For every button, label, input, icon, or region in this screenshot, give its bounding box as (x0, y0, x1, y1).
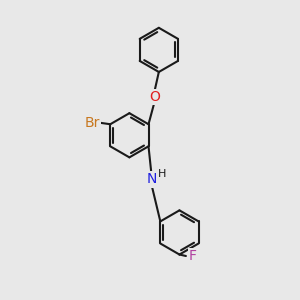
Text: H: H (158, 169, 166, 179)
Text: O: O (149, 90, 160, 104)
Text: Br: Br (85, 116, 100, 130)
Text: N: N (146, 172, 157, 186)
Text: F: F (189, 249, 197, 263)
